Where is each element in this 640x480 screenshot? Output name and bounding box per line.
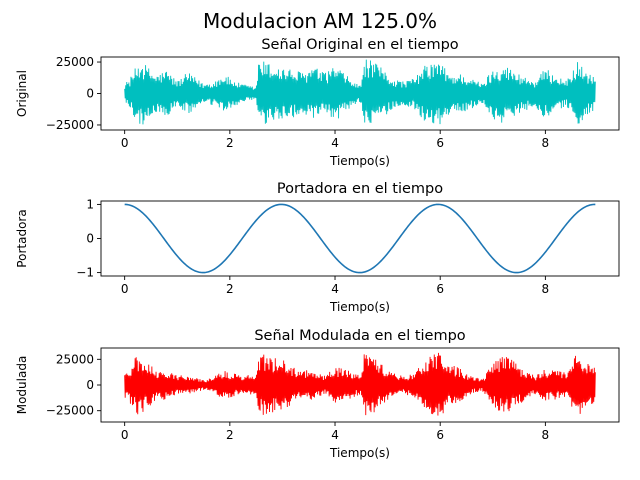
x-axis-label-original: Tiempo(s) (329, 154, 390, 168)
y-tick-label-modulada: −25000 (46, 404, 94, 418)
x-tick-label-original: 8 (542, 136, 550, 150)
y-axis-label-original: Original (15, 70, 29, 117)
x-axis-label-modulada: Tiempo(s) (329, 446, 390, 460)
y-tick-label-original: 0 (86, 87, 94, 101)
series-line-original (124, 59, 596, 125)
x-tick-label-portadora: 4 (331, 282, 339, 296)
y-axis-label-modulada: Modulada (15, 356, 29, 415)
series-line-portadora (124, 203, 596, 274)
x-tick-label-portadora: 2 (226, 282, 234, 296)
chart-title-modulada: Señal Modulada en el tiempo (254, 328, 465, 344)
y-tick-label-modulada: 0 (86, 378, 94, 392)
chart-modulada: 0 2 4 6 8 −25000 0 25000 Señal Modulada en el ti… (15, 328, 620, 460)
x-tick-label-portadora: 8 (542, 282, 550, 296)
figure-suptitle: Modulacion AM 125.0% (203, 9, 437, 33)
y-tick-label-original: −25000 (46, 118, 94, 132)
series-line-modulada (124, 352, 596, 416)
x-tick-label-original: 6 (436, 136, 444, 150)
x-tick-label-original: 0 (121, 136, 129, 150)
y-tick-label-portadora: 1 (86, 197, 94, 211)
y-tick-label-modulada: 25000 (56, 352, 94, 366)
chart-title-original: Señal Original en el tiempo (261, 37, 458, 53)
x-tick-label-portadora: 0 (121, 282, 129, 296)
chart-title-portadora: Portadora en el tiempo (277, 181, 443, 197)
y-axis-label-portadora: Portadora (15, 209, 29, 267)
chart-portadora: 0 2 4 6 8 −1 0 1 Portadora en el tiempo Tiempo(s)… (15, 181, 620, 314)
x-tick-label-modulada: 6 (436, 428, 444, 442)
y-tick-label-portadora: −1 (76, 266, 94, 280)
x-axis-label-portadora: Tiempo(s) (329, 300, 390, 314)
x-tick-label-modulada: 8 (542, 428, 550, 442)
x-tick-label-portadora: 6 (436, 282, 444, 296)
x-tick-label-modulada: 4 (331, 428, 339, 442)
x-tick-label-original: 4 (331, 136, 339, 150)
chart-original: 0 2 4 6 8 −25000 0 25000 Señal Original en el ti… (15, 37, 620, 168)
x-tick-label-original: 2 (226, 136, 234, 150)
y-tick-label-original: 25000 (56, 55, 94, 69)
x-tick-label-modulada: 0 (121, 428, 129, 442)
y-tick-label-portadora: 0 (86, 232, 94, 246)
x-tick-label-modulada: 2 (226, 428, 234, 442)
